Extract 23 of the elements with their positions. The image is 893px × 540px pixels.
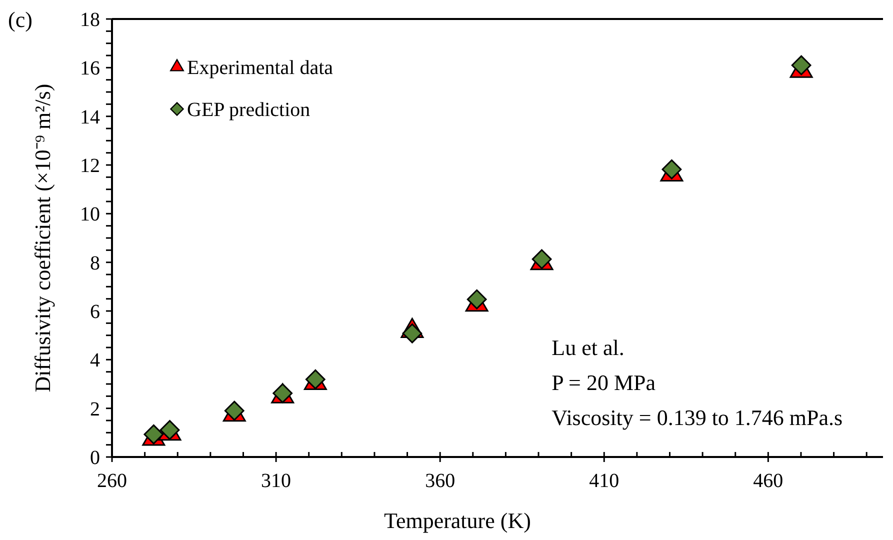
annotation: Viscosity = 0.139 to 1.746 mPa.s (552, 404, 843, 430)
x-tick-label: 460 (753, 470, 784, 492)
y-tick-label: 2 (90, 398, 100, 420)
y-tick-label: 16 (80, 58, 100, 80)
y-tick-label: 8 (90, 252, 100, 274)
legend-label: GEP prediction (187, 99, 310, 121)
x-tick-label: 260 (97, 470, 127, 492)
y-tick-label: 12 (80, 155, 100, 177)
annotation: Lu et al. (552, 334, 624, 360)
y-tick-label: 14 (80, 106, 100, 128)
y-tick-label: 10 (80, 204, 100, 226)
text: (c) (8, 7, 32, 32)
x-axis-title: Temperature (K) (384, 508, 531, 533)
x-tick-label: 410 (589, 470, 620, 492)
legend-label: Experimental data (187, 57, 334, 79)
y-tick-label: 4 (90, 350, 100, 372)
y-axis-title: Diffusivity coefficient (×10⁻⁹ m²/s) (30, 84, 55, 392)
x-tick-label: 310 (261, 470, 292, 492)
y-tick-label: 18 (80, 9, 100, 31)
y-tick-label: 0 (90, 447, 100, 469)
x-tick-label: 360 (425, 470, 456, 492)
y-tick-label: 6 (90, 301, 100, 323)
annotation: P = 20 MPa (552, 370, 656, 395)
